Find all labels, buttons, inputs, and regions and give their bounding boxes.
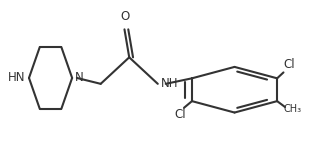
Text: CH₃: CH₃: [284, 104, 301, 114]
Text: Cl: Cl: [284, 58, 295, 71]
Text: O: O: [120, 11, 129, 23]
Text: Cl: Cl: [174, 108, 186, 122]
Text: NH: NH: [161, 77, 179, 90]
Text: N: N: [75, 71, 84, 84]
Text: HN: HN: [8, 71, 25, 84]
